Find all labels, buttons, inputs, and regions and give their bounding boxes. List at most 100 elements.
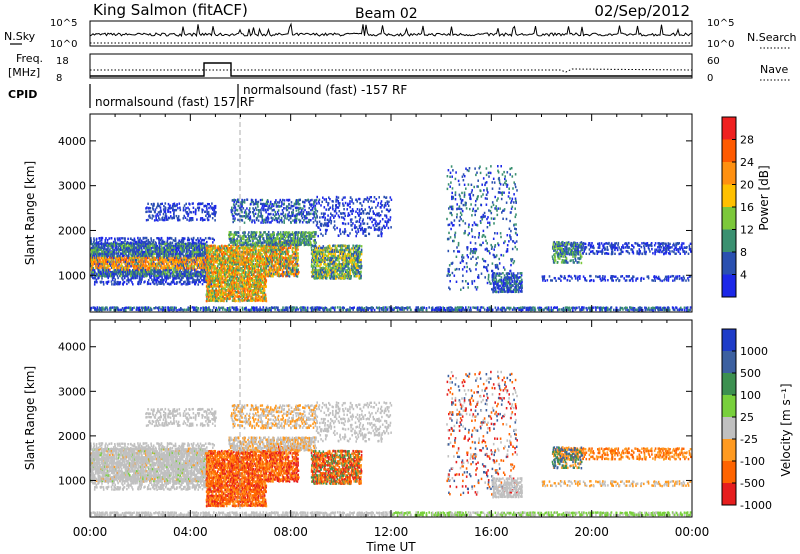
scatter-cell [90,262,92,266]
scatter-cell [212,295,214,298]
scatter-cell [175,258,178,261]
scatter-cell [228,295,230,298]
scatter-cell [175,248,177,251]
scatter-cell [106,275,108,278]
scatter-cell [105,260,107,264]
scatter-cell [221,277,224,280]
scatter-cell [219,248,222,252]
scatter-cell [150,239,153,242]
scatter-cell [235,283,237,286]
scatter-cell [166,269,169,272]
scatter-cell [110,242,113,245]
scatter-cell [127,281,130,284]
scatter-cell [206,273,208,276]
scatter-cell [216,295,219,299]
scatter-cell [120,264,122,267]
scatter-cell [175,254,178,258]
scatter-cell [234,262,236,266]
scatter-cell [111,262,114,266]
scatter-cell [180,244,183,248]
scatter-cell [178,266,180,270]
scatter-cell [114,281,117,284]
scatter-cell [172,259,175,262]
scatter-cell [221,249,223,252]
scatter-cell [226,253,228,256]
scatter-cell [123,248,125,252]
scatter-cell [126,242,128,245]
scatter-cell [170,250,173,254]
scatter-cell [185,254,188,258]
scatter-cell [146,282,149,286]
scatter-cell [154,246,156,250]
scatter-cell [169,260,172,263]
scatter-cell [228,254,231,258]
scatter-cell [206,259,209,262]
scatter-cell [98,244,100,248]
scatter-cell [199,255,202,258]
scatter-cell [111,242,114,245]
scatter-cell [217,291,219,295]
scatter-cell [204,266,206,270]
scatter-cell [180,248,182,251]
scatter-cell [227,244,229,248]
scatter-cell [120,260,122,263]
scatter-cell [160,248,163,251]
scatter-cell [228,297,230,301]
scatter-cell [126,279,128,282]
scatter-cell [199,248,201,251]
scatter-cell [182,276,184,279]
figure-title: King Salmon (fitACF) [93,1,248,19]
scatter-cell [176,248,178,251]
scatter-cell [216,269,218,272]
scatter-cell [92,241,95,244]
scatter-cell [122,266,124,269]
scatter-cell [197,241,200,244]
scatter-cell [240,243,242,247]
scatter-cell [91,271,93,274]
scatter-cell [158,246,161,249]
scatter-cell [188,276,190,280]
scatter-cell [293,258,295,262]
scatter-cell [216,279,219,282]
scatter-cell [93,283,96,286]
scatter-cell [241,267,244,270]
scatter-cell [163,260,165,264]
scatter-cell [140,247,143,250]
scatter-cell [97,250,100,254]
scatter-cell [138,240,141,244]
scatter-cell [200,266,203,269]
scatter-cell [145,236,148,240]
scatter-cell [121,246,123,249]
scatter-cell [162,255,164,258]
scatter-cell [94,250,96,254]
scatter-cell [191,274,194,277]
scatter-cell [102,272,105,275]
scatter-cell [161,240,163,244]
scatter-cell [134,276,137,280]
scatter-cell [196,254,199,257]
scatter-cell [236,281,238,284]
scatter-cell [238,297,240,301]
scatter-cell [111,257,114,260]
scatter-cell [222,251,225,254]
scatter-cell [95,239,98,242]
scatter-cell [201,279,203,282]
scatter-cell [180,257,182,260]
scatter-cell [167,244,169,247]
scatter-cell [122,275,124,278]
nave-tick-bottom: 0 [707,73,713,84]
scatter-cell [106,262,109,265]
scatter-cell [219,254,221,258]
scatter-cell [125,252,127,256]
scatter-cell [215,275,217,278]
scatter-cell [138,256,141,259]
scatter-cell [198,244,201,247]
scatter-cell [165,280,167,284]
scatter-cell [153,274,156,278]
scatter-cell [235,281,237,284]
scatter-cell [117,251,120,254]
scatter-cell [154,258,157,261]
scatter-cell [230,291,233,294]
scatter-cell [194,260,197,263]
scatter-cell [224,252,227,256]
